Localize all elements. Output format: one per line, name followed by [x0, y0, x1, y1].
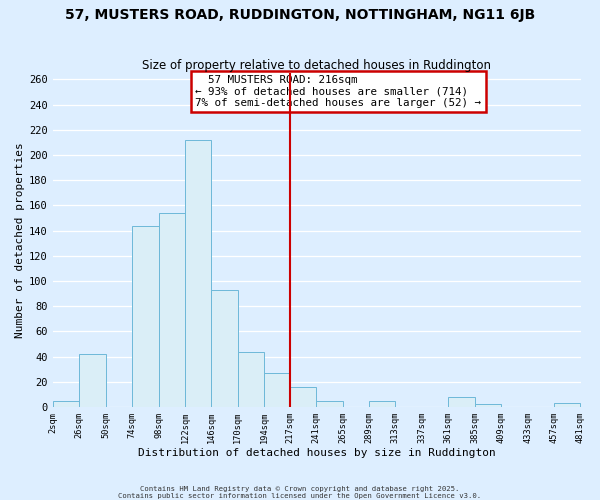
Text: 57, MUSTERS ROAD, RUDDINGTON, NOTTINGHAM, NG11 6JB: 57, MUSTERS ROAD, RUDDINGTON, NOTTINGHAM… [65, 8, 535, 22]
Text: Contains HM Land Registry data © Crown copyright and database right 2025.
Contai: Contains HM Land Registry data © Crown c… [118, 486, 482, 499]
Bar [369, 400, 395, 407]
Bar [316, 400, 343, 407]
Bar [448, 397, 475, 407]
Title: Size of property relative to detached houses in Ruddington: Size of property relative to detached ho… [142, 59, 491, 72]
X-axis label: Distribution of detached houses by size in Ruddington: Distribution of detached houses by size … [138, 448, 496, 458]
Bar [238, 352, 265, 407]
Bar [185, 140, 211, 407]
Bar [211, 290, 238, 407]
Bar [265, 373, 290, 407]
Bar [290, 387, 316, 407]
Y-axis label: Number of detached properties: Number of detached properties [15, 142, 25, 338]
Bar [475, 404, 501, 407]
Bar [53, 400, 79, 407]
Bar [158, 213, 185, 407]
Bar [554, 403, 580, 407]
Bar [79, 354, 106, 407]
Bar [132, 226, 158, 407]
Text: 57 MUSTERS ROAD: 216sqm
← 93% of detached houses are smaller (714)
7% of semi-de: 57 MUSTERS ROAD: 216sqm ← 93% of detache… [195, 75, 481, 108]
